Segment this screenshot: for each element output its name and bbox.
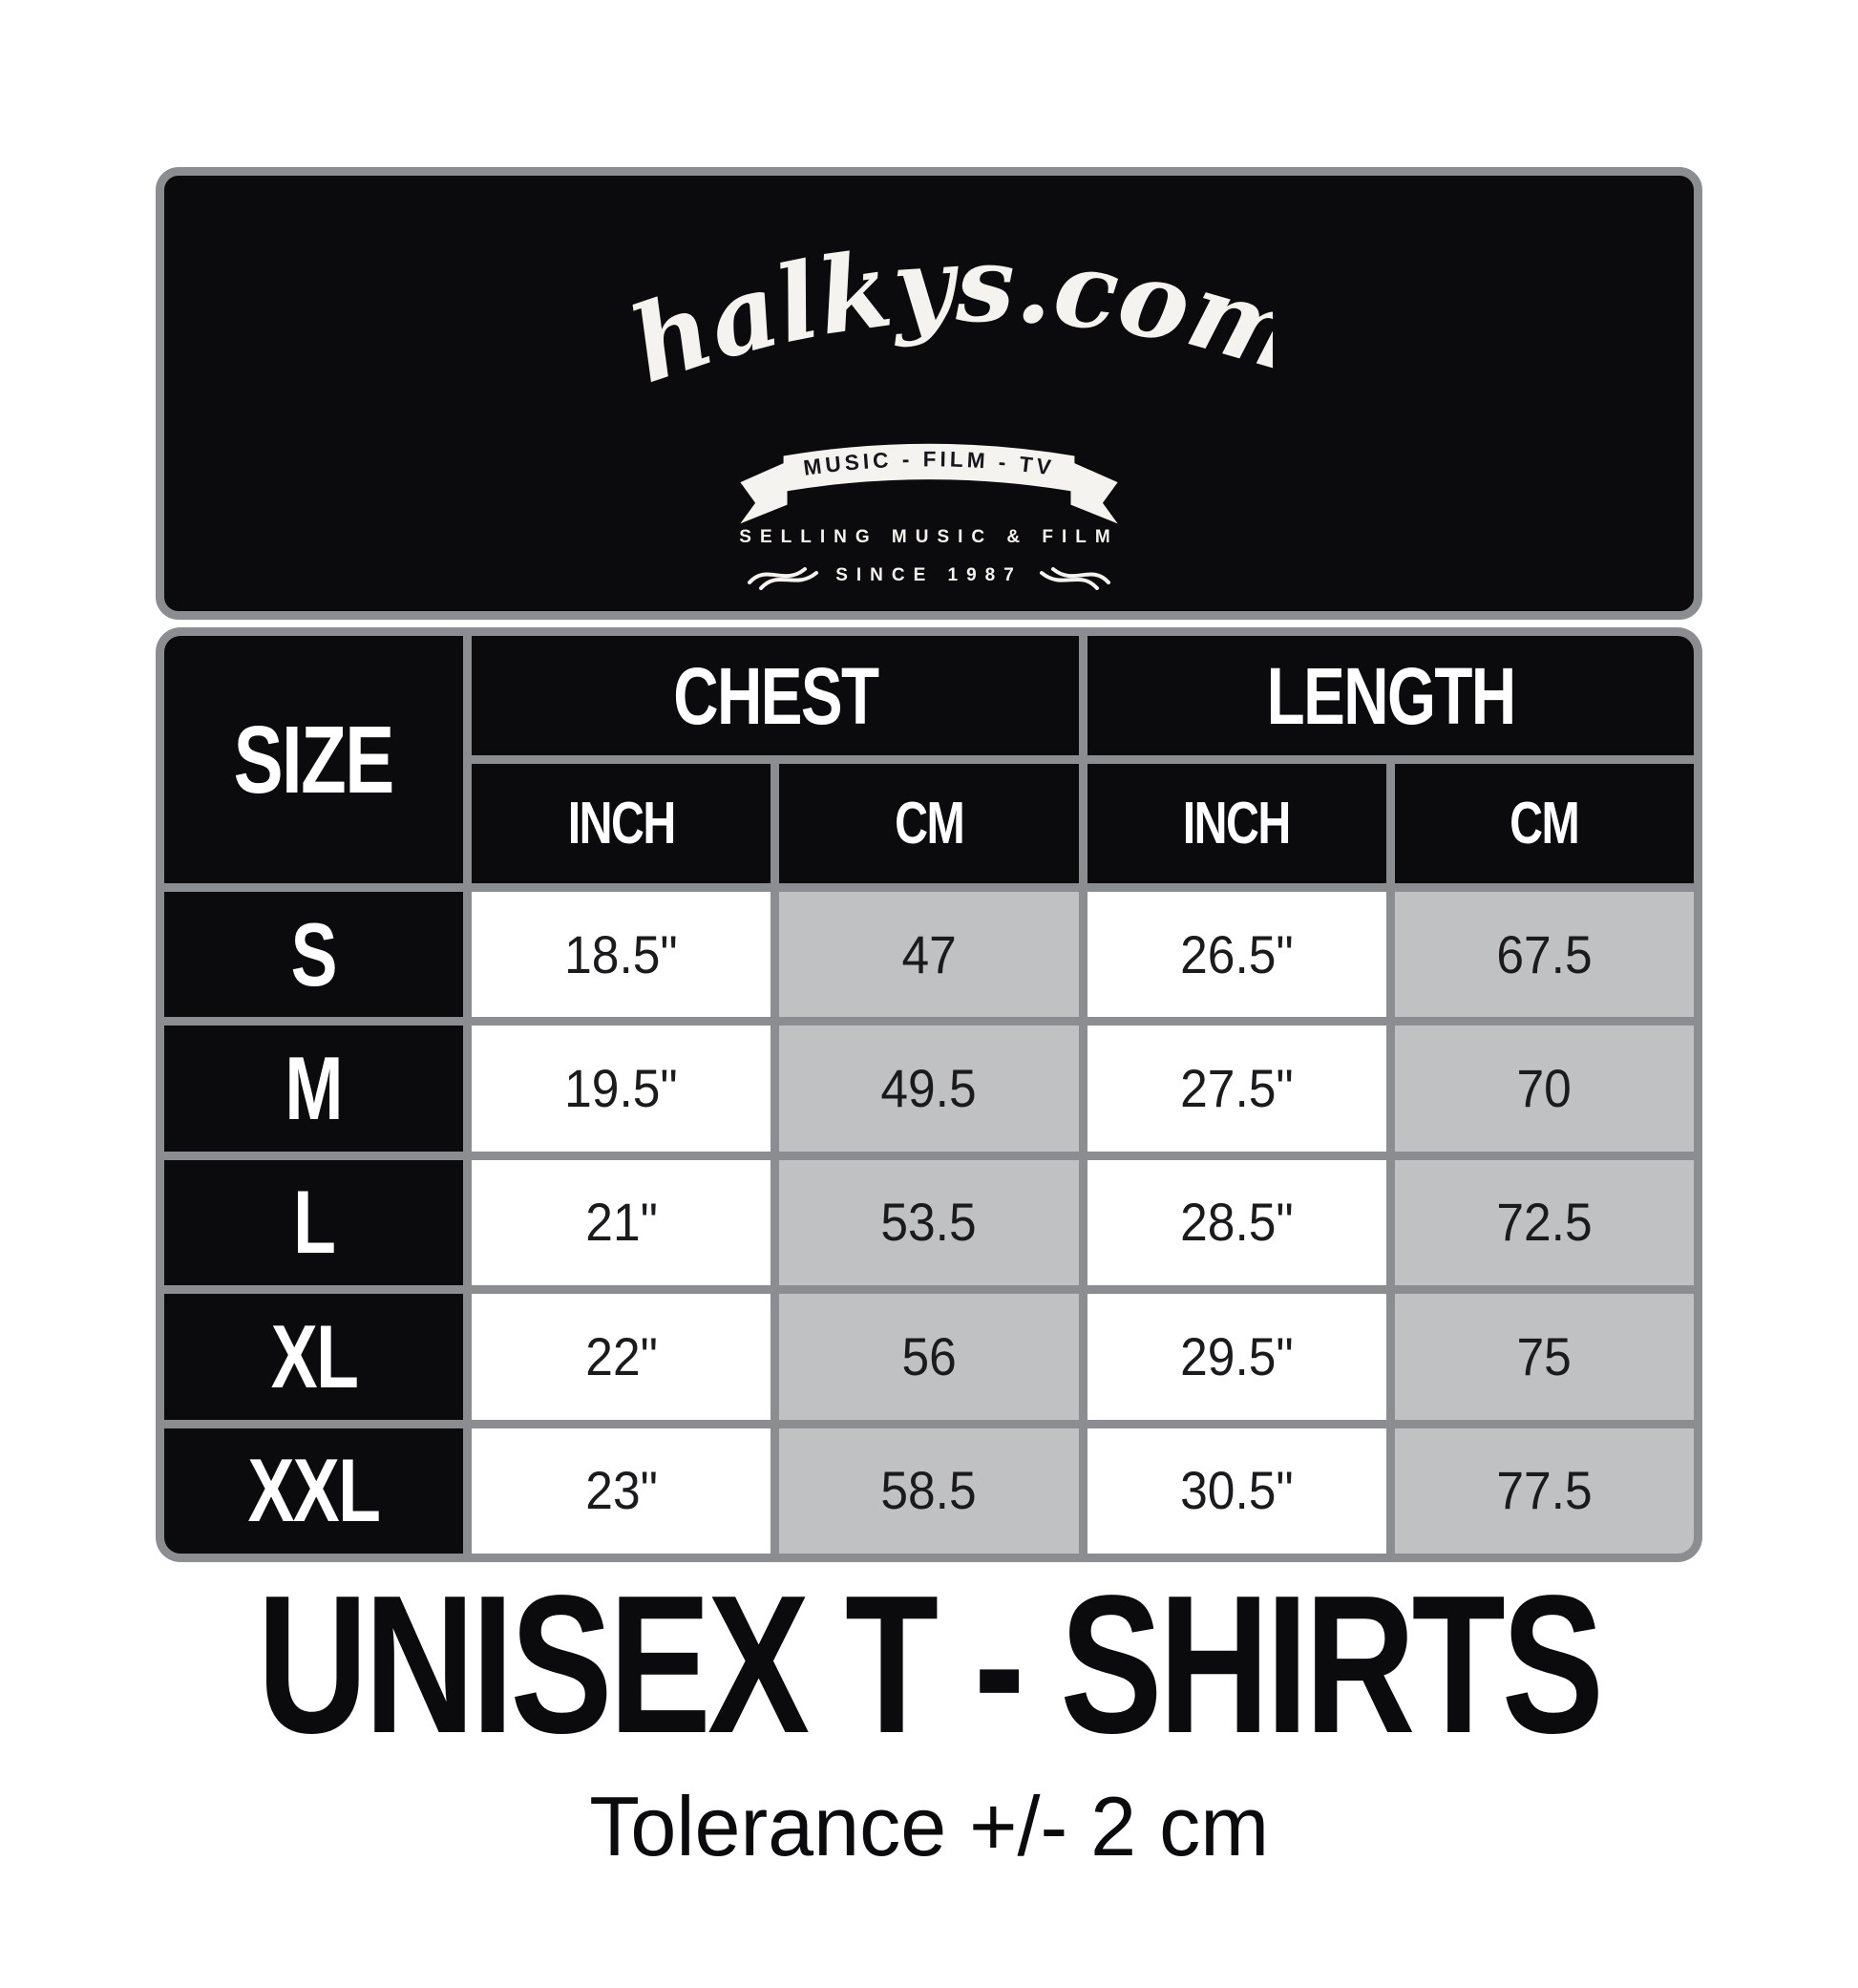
chest-cm-cell: 47 bbox=[779, 892, 1079, 1018]
length-inch-cell: 27.5" bbox=[1087, 1026, 1386, 1152]
brand-logo: Chalkys.com bbox=[585, 202, 1273, 407]
chest-inch-cell: 21" bbox=[472, 1159, 771, 1286]
length-cm-cell: 72.5 bbox=[1394, 1159, 1694, 1286]
length-inch-cell: 28.5" bbox=[1087, 1159, 1386, 1286]
brand-tagline: SELLING MUSIC & FILM bbox=[739, 527, 1119, 547]
chest-inch-cell: 22" bbox=[472, 1294, 771, 1420]
header-length: LENGTH bbox=[1087, 636, 1694, 755]
chest-cm-cell: 53.5 bbox=[779, 1159, 1079, 1286]
chest-cm-cell: 58.5 bbox=[779, 1428, 1079, 1554]
chest-inch-cell: 18.5" bbox=[472, 892, 771, 1018]
size-cell: XL bbox=[164, 1294, 464, 1420]
length-cm-cell: 67.5 bbox=[1394, 892, 1694, 1018]
size-cell: S bbox=[164, 892, 464, 1018]
header-chest: CHEST bbox=[472, 636, 1079, 755]
header-chest-cm: CM bbox=[779, 764, 1079, 883]
brand-since: SINCE 1987 bbox=[746, 561, 1112, 590]
chest-cm-cell: 49.5 bbox=[779, 1026, 1079, 1152]
page-title: UNISEX T - SHIRTS bbox=[257, 1554, 1605, 1774]
ribbon-left-flag bbox=[740, 461, 788, 524]
swirl-ornament-left bbox=[748, 567, 819, 590]
ribbon-band bbox=[783, 443, 1075, 492]
size-cell: M bbox=[164, 1026, 464, 1152]
length-inch-cell: 29.5" bbox=[1087, 1294, 1386, 1420]
size-table: SIZE CHEST LENGTH INCH CM INCH CM S 18.5"… bbox=[156, 627, 1702, 1562]
tolerance-note: Tolerance +/- 2 cm bbox=[589, 1779, 1269, 1873]
header-size: SIZE bbox=[164, 636, 464, 883]
swirl-ornament-right bbox=[1039, 567, 1110, 590]
header-length-cm: CM bbox=[1394, 764, 1694, 883]
chest-inch-cell: 19.5" bbox=[472, 1026, 771, 1152]
length-inch-cell: 26.5" bbox=[1087, 892, 1386, 1018]
header-chest-inch: INCH bbox=[472, 764, 771, 883]
music-film-tv-ribbon: MUSIC - FILM - TV bbox=[740, 443, 1118, 524]
chest-cm-cell: 56 bbox=[779, 1294, 1079, 1420]
chest-inch-cell: 23" bbox=[472, 1428, 771, 1554]
brand-since-text: SINCE 1987 bbox=[835, 565, 1023, 585]
svg-text:Chalkys.com: Chalkys.com bbox=[585, 202, 1273, 407]
length-cm-cell: 75 bbox=[1394, 1294, 1694, 1420]
length-inch-cell: 30.5" bbox=[1087, 1428, 1386, 1554]
brand-header: Chalkys.com MUSIC - FILM - TV SELLING MU… bbox=[156, 167, 1702, 620]
length-cm-cell: 77.5 bbox=[1394, 1428, 1694, 1554]
brand-logo-text: Chalkys.com bbox=[585, 202, 1273, 407]
ribbon-right-flag bbox=[1070, 461, 1118, 524]
size-cell: XXL bbox=[164, 1428, 464, 1554]
header-length-inch: INCH bbox=[1087, 764, 1386, 883]
length-cm-cell: 70 bbox=[1394, 1026, 1694, 1152]
size-cell: L bbox=[164, 1159, 464, 1286]
